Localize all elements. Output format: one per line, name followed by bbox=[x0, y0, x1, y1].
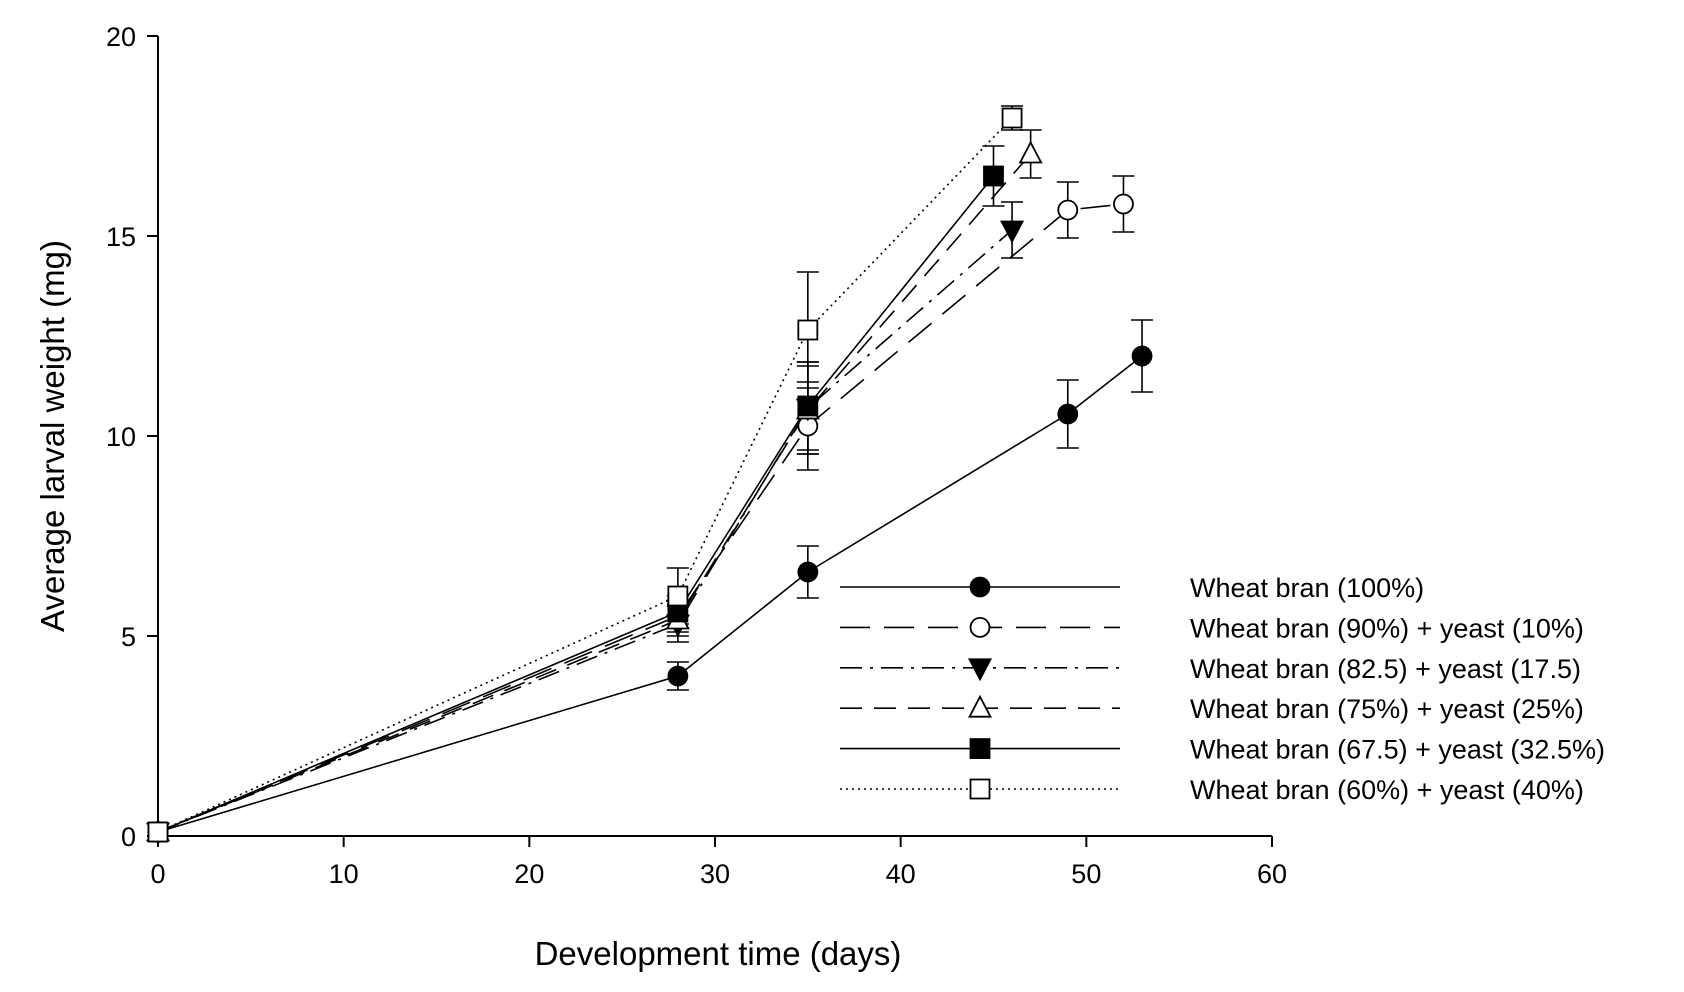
data-point bbox=[797, 395, 819, 417]
series-line bbox=[157, 175, 995, 833]
series-line bbox=[157, 203, 1124, 833]
x-tick-label: 10 bbox=[329, 859, 359, 889]
data-point bbox=[1131, 345, 1153, 367]
data-point bbox=[1001, 107, 1023, 129]
series-lines bbox=[157, 117, 1143, 833]
axes bbox=[157, 36, 1272, 837]
x-tick-label: 50 bbox=[1071, 859, 1101, 889]
legend-marker bbox=[969, 778, 991, 800]
legend-label: Wheat bran (60%) + yeast (40%) bbox=[1190, 775, 1584, 805]
x-tick-label: 40 bbox=[886, 859, 916, 889]
data-point bbox=[147, 821, 169, 843]
data-point bbox=[1000, 220, 1025, 244]
legend-label: Wheat bran (75%) + yeast (25%) bbox=[1190, 694, 1584, 724]
data-point bbox=[667, 665, 689, 687]
legend-label: Wheat bran (90%) + yeast (10%) bbox=[1190, 613, 1584, 643]
y-axis-title: Average larval weight (mg) bbox=[34, 240, 71, 632]
y-ticks: 0 5 10 15 20 bbox=[106, 22, 158, 852]
y-tick-label: 10 bbox=[106, 422, 136, 452]
series-line bbox=[157, 355, 1143, 833]
x-ticks: 0 10 20 30 40 50 60 bbox=[150, 836, 1287, 889]
x-axis-title: Development time (days) bbox=[535, 935, 902, 972]
x-tick-label: 60 bbox=[1257, 859, 1287, 889]
legend-label: Wheat bran (82.5) + yeast (17.5) bbox=[1190, 654, 1581, 684]
legend-marker bbox=[969, 617, 991, 638]
data-point bbox=[1057, 403, 1079, 425]
error-bars bbox=[666, 105, 1154, 691]
x-tick-label: 0 bbox=[150, 859, 165, 889]
y-tick-label: 5 bbox=[121, 622, 136, 652]
legend-marker bbox=[968, 694, 992, 718]
data-point bbox=[1018, 140, 1043, 164]
data-point bbox=[797, 561, 819, 583]
data-markers bbox=[146, 107, 1153, 846]
x-tick-label: 20 bbox=[514, 859, 544, 889]
legend-label: Wheat bran (100%) bbox=[1190, 573, 1424, 603]
y-tick-label: 20 bbox=[106, 22, 136, 52]
legend-marker bbox=[969, 738, 991, 759]
y-tick-label: 15 bbox=[106, 222, 136, 252]
data-point bbox=[983, 165, 1004, 187]
series-line bbox=[157, 153, 1032, 833]
legend-label: Wheat bran (67.5) + yeast (32.5%) bbox=[1190, 735, 1605, 765]
data-point bbox=[1113, 193, 1134, 215]
legend-marker bbox=[969, 576, 991, 598]
legend-marker bbox=[968, 658, 992, 682]
legend: Wheat bran (100%) Wheat bran (90%) + yeas… bbox=[840, 573, 1605, 805]
data-point bbox=[667, 585, 689, 607]
data-point bbox=[797, 319, 819, 341]
data-point bbox=[1057, 199, 1079, 221]
series-line bbox=[157, 117, 1013, 833]
series-line bbox=[157, 229, 1013, 833]
y-tick-label: 0 bbox=[121, 822, 136, 852]
x-tick-label: 30 bbox=[700, 859, 730, 889]
